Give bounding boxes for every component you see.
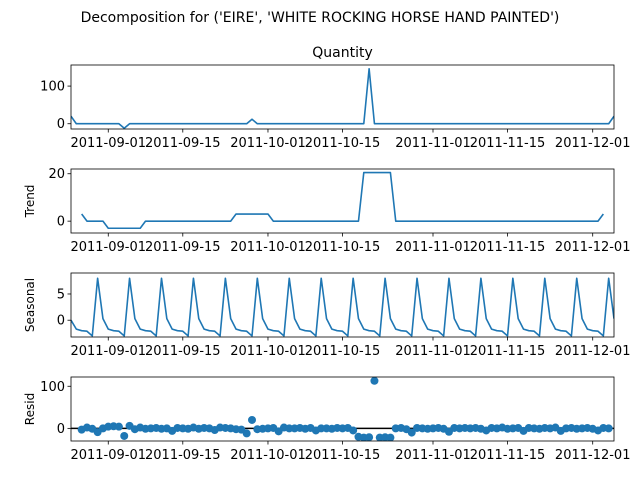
axes-frame-trend bbox=[70, 168, 615, 234]
resid-point bbox=[365, 433, 374, 441]
x-tick-label: 2011-10-01 bbox=[230, 136, 306, 151]
resid-point bbox=[242, 429, 251, 438]
y-tick-label: 0 bbox=[57, 422, 65, 437]
y-tick-label: 20 bbox=[48, 167, 65, 182]
y-axis-label: Resid bbox=[23, 393, 37, 425]
x-tick-label: 2011-11-01 bbox=[395, 448, 471, 463]
x-tick-label: 2011-10-01 bbox=[230, 448, 306, 463]
x-tick-label: 2011-12-01 bbox=[555, 448, 631, 463]
x-tick-label: 2011-11-15 bbox=[470, 136, 546, 151]
x-tick-label: 2011-12-01 bbox=[555, 240, 631, 255]
x-tick-label: 2011-09-01 bbox=[70, 240, 146, 255]
x-tick-label: 2011-09-15 bbox=[145, 448, 221, 463]
x-tick-label: 2011-12-01 bbox=[555, 136, 631, 151]
resid-point bbox=[370, 377, 379, 385]
resid-point bbox=[349, 426, 358, 435]
x-tick-label: 2011-11-01 bbox=[395, 240, 471, 255]
resid-point bbox=[248, 415, 256, 424]
x-tick-label: 2011-10-15 bbox=[305, 344, 381, 359]
x-tick-label: 2011-10-01 bbox=[230, 344, 306, 359]
x-tick-label: 2011-10-15 bbox=[305, 136, 381, 151]
y-axis-label: Trend bbox=[23, 185, 37, 219]
y-axis-label: Seasonal bbox=[23, 278, 37, 332]
x-tick-label: 2011-09-15 bbox=[145, 344, 221, 359]
plot-area-observed bbox=[71, 67, 614, 129]
axes-frame-observed bbox=[70, 64, 615, 130]
resid-point bbox=[120, 431, 129, 440]
x-tick-label: 2011-10-15 bbox=[305, 240, 381, 255]
trend-line bbox=[81, 171, 604, 230]
y-tick-label: 0 bbox=[57, 314, 65, 329]
resid-point bbox=[407, 428, 416, 437]
x-tick-label: 2011-11-15 bbox=[470, 344, 546, 359]
y-tick-label: 0 bbox=[57, 117, 65, 132]
x-tick-label: 2011-11-15 bbox=[470, 240, 546, 255]
plot-area-seasonal bbox=[71, 277, 614, 337]
x-tick-label: 2011-09-01 bbox=[70, 344, 146, 359]
axes-frame-seasonal bbox=[70, 272, 615, 338]
x-tick-label: 2011-09-15 bbox=[145, 136, 221, 151]
x-tick-label: 2011-09-01 bbox=[70, 136, 146, 151]
resid-point bbox=[114, 422, 123, 431]
x-tick-label: 2011-09-01 bbox=[70, 448, 146, 463]
x-tick-label: 2011-11-01 bbox=[395, 344, 471, 359]
x-tick-label: 2011-11-15 bbox=[470, 448, 546, 463]
seasonal-line bbox=[71, 277, 614, 337]
y-tick-label: 0 bbox=[57, 215, 65, 230]
panel-title: Quantity bbox=[312, 45, 373, 61]
x-tick-label: 2011-12-01 bbox=[555, 344, 631, 359]
plot-area-resid bbox=[71, 377, 614, 441]
x-tick-label: 2011-11-01 bbox=[395, 136, 471, 151]
y-tick-label: 5 bbox=[57, 287, 65, 302]
y-tick-label: 100 bbox=[40, 380, 65, 395]
plot-area-trend bbox=[81, 171, 604, 230]
x-tick-label: 2011-10-15 bbox=[305, 448, 381, 463]
resid-point bbox=[604, 424, 613, 433]
x-tick-label: 2011-09-15 bbox=[145, 240, 221, 255]
resid-point bbox=[386, 433, 395, 441]
figure-title: Decomposition for ('EIRE', 'WHITE ROCKIN… bbox=[81, 10, 560, 26]
y-tick-label: 100 bbox=[40, 80, 65, 95]
observed-line bbox=[71, 67, 614, 129]
x-tick-label: 2011-10-01 bbox=[230, 240, 306, 255]
